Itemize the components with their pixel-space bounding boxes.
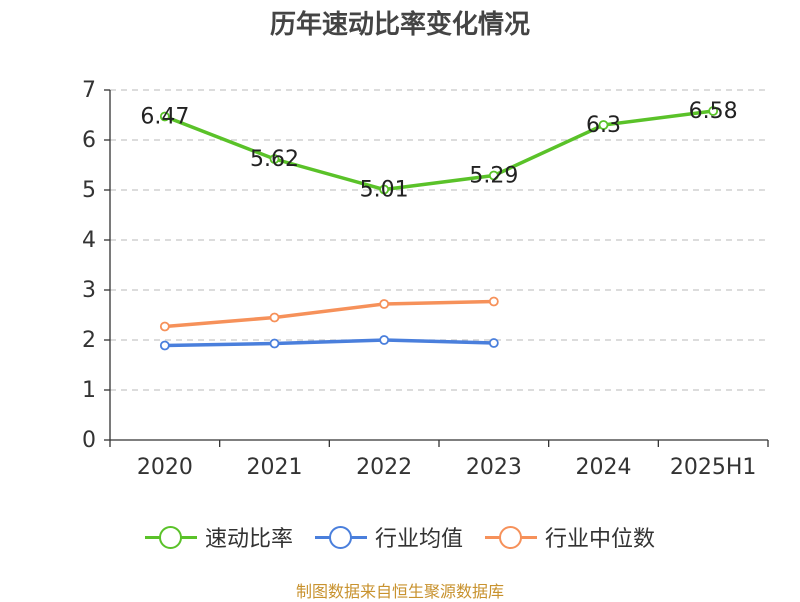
y-tick-label: 0 [82, 428, 96, 453]
data-point-0 [379, 184, 390, 195]
series-line-2 [163, 299, 496, 329]
data-label: 6.47 [140, 105, 189, 130]
x-tick-label: 2022 [356, 455, 412, 480]
data-point-0 [488, 170, 499, 181]
y-tick-label: 1 [82, 378, 96, 403]
legend-marker-industry-mean [314, 524, 367, 550]
legend-item-industry-median[interactable]: 行业中位数 [485, 521, 655, 553]
y-tick-label: 3 [82, 278, 96, 303]
legend-label-industry-mean: 行业均值 [374, 527, 463, 552]
data-point-2 [269, 312, 280, 323]
data-label: 6.3 [586, 113, 621, 138]
data-point-1 [159, 340, 170, 351]
y-tick-label: 2 [82, 328, 96, 353]
y-tick-label: 6 [82, 128, 96, 153]
data-point-2 [488, 296, 499, 307]
data-label: 5.29 [469, 164, 518, 189]
x-tick-label: 2023 [466, 455, 522, 480]
legend-item-industry-mean[interactable]: 行业均值 [314, 521, 463, 553]
chart-legend: 速动比率 行业均值 行业中位数 [0, 520, 800, 554]
legend-marker-quick-ratio [144, 524, 197, 550]
data-label: 5.62 [250, 147, 299, 172]
data-point-0 [269, 154, 280, 164]
series-line-1 [163, 338, 496, 348]
legend-label-quick-ratio: 速动比率 [204, 527, 293, 552]
y-tick-label: 5 [82, 178, 96, 203]
data-label: 5.01 [360, 178, 409, 203]
data-point-0 [708, 106, 719, 116]
y-tick-label: 4 [82, 228, 96, 253]
x-tick-label: 2020 [137, 455, 193, 480]
data-point-1 [379, 335, 390, 345]
series-line-0 [163, 109, 715, 192]
data-point-1 [269, 338, 280, 349]
data-point-0 [598, 120, 609, 130]
data-point-2 [159, 321, 170, 332]
x-tick-label: 2025H1 [670, 455, 757, 480]
data-label: 6.58 [689, 99, 738, 124]
data-point-0 [159, 111, 170, 122]
x-tick-label: 2021 [247, 455, 303, 480]
legend-marker-industry-median [485, 524, 537, 550]
legend-label-industry-median: 行业中位数 [545, 527, 656, 552]
data-source-note: 制图数据来自恒生聚源数据库 [295, 582, 504, 601]
data-point-2 [379, 299, 390, 309]
x-tick-label: 2024 [576, 455, 632, 480]
chart-title: 历年速动比率变化情况 [269, 10, 530, 40]
data-point-1 [488, 338, 499, 348]
y-tick-label: 7 [82, 78, 96, 103]
legend-item-quick-ratio[interactable]: 速动比率 [144, 521, 293, 553]
